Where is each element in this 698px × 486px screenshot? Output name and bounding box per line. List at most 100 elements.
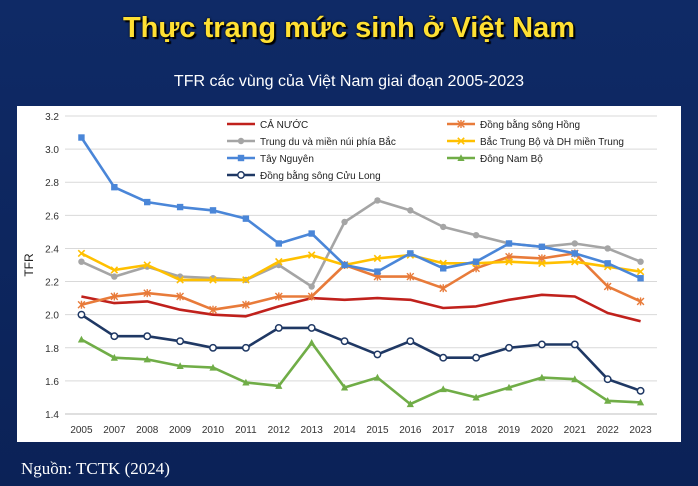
data-point [603,375,612,384]
legend-label: Trung du và miền núi phía Bắc [260,135,396,148]
data-point [505,240,513,247]
legend-entry: Đồng bằng sông Hồng [447,118,580,131]
data-point [77,249,86,258]
data-point [604,260,611,267]
data-point [209,363,217,371]
x-tick-label: 2010 [202,425,225,436]
data-point [242,378,250,386]
chart-panel: 1.4 1.6 1.8 2.0 2.2 2.4 2.6 2.8 3.0 3.2 2005 2007 20… [17,106,681,442]
data-point [637,275,644,282]
legend-label: CẢ NƯỚC [260,118,308,131]
x-tick-label: 2008 [136,425,159,436]
data-point [538,243,546,250]
y-tick-label: 3.0 [45,145,59,156]
x-tick-label: 2018 [465,425,488,436]
data-point [571,240,578,247]
series-line [81,252,642,311]
y-tick-label: 1.6 [45,377,59,388]
data-point [406,272,415,281]
data-point [110,332,119,341]
data-point [636,267,645,276]
data-point [275,257,283,266]
data-point [143,332,152,341]
x-tick-label: 2014 [333,425,356,436]
data-point [407,250,414,257]
legend-marker [457,120,465,128]
data-point [307,323,316,332]
x-tick-label: 2012 [268,425,291,436]
data-point [111,273,118,280]
data-point [406,337,415,346]
data-point [341,261,348,269]
series-4 [78,134,644,282]
data-point [274,323,283,332]
legend-entry: Đông Nam Bộ [447,154,543,165]
data-point [440,265,447,272]
x-tick-label: 2020 [531,425,554,436]
data-point [241,300,250,309]
data-point [440,223,447,231]
legend-entry: Bắc Trung Bộ và DH miền Trung [447,135,624,148]
data-point [209,207,217,214]
series-line [80,136,642,280]
x-tick-label: 2017 [432,425,455,436]
data-point [78,134,85,141]
series-5 [77,335,645,408]
series-lines [77,134,645,408]
data-point [505,383,513,391]
legend: CẢ NƯỚC Đồng bằng sông Hồng Trung du và mi… [227,118,624,182]
data-point [636,398,645,406]
data-point [340,337,349,346]
legend-marker [237,137,245,145]
data-point [209,343,217,352]
data-point [472,232,480,239]
data-point [274,292,283,301]
legend-label: Đông Nam Bộ [480,154,543,165]
axes: 1.4 1.6 1.8 2.0 2.2 2.4 2.6 2.8 3.0 3.2 2005 2007 20… [45,112,657,436]
legend-marker [457,154,465,161]
data-point [472,353,481,362]
x-tick-label: 2019 [498,425,521,436]
data-point [570,340,579,349]
x-tick-label: 2021 [564,425,587,436]
series-line [80,338,641,406]
data-point [176,337,185,346]
data-point [143,355,151,363]
data-point [374,268,381,275]
data-point [307,251,316,259]
data-point [604,396,612,404]
data-point [603,282,612,291]
data-point [341,218,348,226]
y-axis-label: TFR [22,253,36,277]
data-point [340,383,349,391]
line-chart: 1.4 1.6 1.8 2.0 2.2 2.4 2.6 2.8 3.0 3.2 2005 2007 20… [22,112,657,436]
legend-label: Tây Nguyên [260,154,314,165]
data-point [537,340,546,349]
series-line [81,293,641,323]
x-tick-label: 2009 [169,425,192,436]
legend-label: Bắc Trung Bộ và DH miền Trung [480,135,624,148]
data-point [308,230,315,237]
data-point [77,300,86,309]
data-point [77,310,86,319]
legend-marker [457,137,465,145]
slide-title: Thực trạng mức sinh ở Việt Nam [122,12,576,44]
legend-entry: Tây Nguyên [227,154,314,165]
chart-title: TFR các vùng của Việt Nam giai đoạn 2005… [173,73,525,90]
y-tick-label: 2.6 [45,211,59,222]
y-tick-label: 2.2 [45,278,59,289]
legend-marker [237,171,245,179]
data-point [571,250,578,257]
legend-marker [237,154,245,162]
data-point [110,292,119,301]
data-point [637,258,644,265]
data-point [176,292,185,301]
x-tick-label: 2023 [629,425,652,436]
data-point [242,276,250,284]
data-point [77,335,86,343]
y-tick-label: 1.8 [45,344,59,355]
data-point [242,215,250,222]
data-point [78,258,85,265]
source-note: Nguồn: TCTK (2024) [21,459,170,478]
data-point [407,207,414,214]
